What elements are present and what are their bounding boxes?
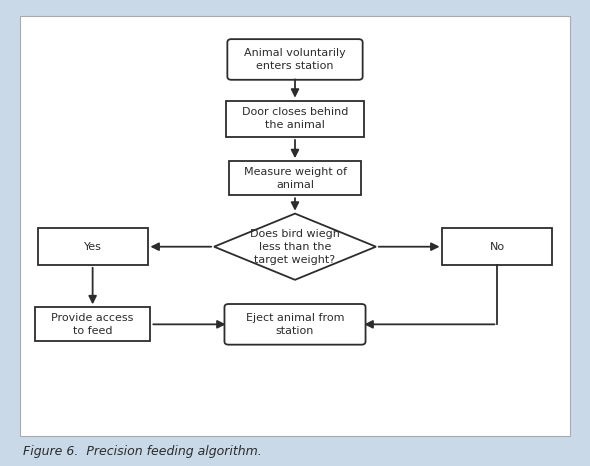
Text: Animal voluntarily
enters station: Animal voluntarily enters station [244, 48, 346, 71]
Text: Door closes behind
the animal: Door closes behind the animal [242, 107, 348, 130]
Text: No: No [490, 242, 505, 252]
Text: Provide access
to feed: Provide access to feed [51, 313, 134, 336]
Text: Yes: Yes [84, 242, 101, 252]
Text: Does bird wiegh
less than the
target weight?: Does bird wiegh less than the target wei… [250, 228, 340, 265]
FancyBboxPatch shape [38, 228, 148, 265]
FancyBboxPatch shape [227, 39, 363, 80]
Text: Measure weight of
animal: Measure weight of animal [244, 167, 346, 190]
FancyBboxPatch shape [225, 101, 365, 137]
FancyBboxPatch shape [228, 161, 362, 195]
Text: Figure 6.  Precision feeding algorithm.: Figure 6. Precision feeding algorithm. [23, 445, 262, 459]
FancyBboxPatch shape [20, 16, 570, 436]
Polygon shape [214, 213, 376, 280]
FancyBboxPatch shape [442, 228, 552, 265]
FancyBboxPatch shape [35, 307, 150, 342]
Text: Eject animal from
station: Eject animal from station [246, 313, 344, 336]
FancyBboxPatch shape [224, 304, 366, 345]
